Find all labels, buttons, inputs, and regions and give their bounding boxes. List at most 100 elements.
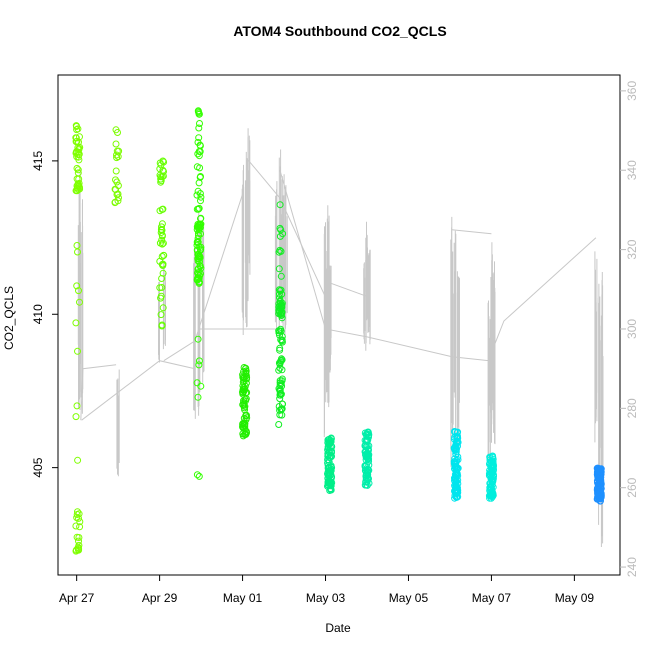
y2-tick-label: 320 [625, 239, 639, 259]
data-point [196, 222, 204, 230]
data-point [487, 471, 495, 479]
y-axis-label: CO2_QCLS [2, 286, 16, 350]
data-point [75, 544, 83, 552]
line-burst [492, 261, 496, 445]
y2-tick-label: 260 [625, 477, 639, 497]
data-point [276, 287, 284, 295]
data-point [195, 110, 203, 118]
line-burst [326, 205, 330, 408]
data-point [75, 287, 82, 295]
y2-tick-label: 340 [625, 160, 639, 180]
data-point [75, 534, 83, 541]
data-point [451, 459, 459, 467]
line-burst [490, 242, 493, 443]
data-point [196, 142, 204, 150]
data-point [158, 223, 165, 231]
y2-tick-label: 280 [625, 398, 639, 418]
line-burst [453, 230, 457, 459]
data-point [240, 374, 248, 382]
data-point [278, 290, 286, 298]
data-point [276, 344, 284, 352]
line-transit [490, 237, 597, 353]
data-point [277, 405, 285, 413]
data-point [193, 191, 201, 199]
data-point [328, 473, 335, 481]
data-point [75, 537, 82, 545]
axes-layer: Apr 27 Apr 29 May 01 May 03 May 05 May 07 May … [31, 74, 639, 605]
data-point [194, 238, 202, 246]
data-point [275, 265, 283, 273]
data-point [195, 124, 203, 132]
data-point [325, 466, 333, 474]
line-series-layer [77, 128, 604, 547]
data-point [595, 472, 603, 480]
data-point [73, 137, 81, 145]
data-point [194, 187, 202, 195]
data-point [197, 245, 205, 253]
data-point [595, 494, 603, 502]
data-point [76, 298, 83, 306]
data-point [159, 239, 167, 247]
plot-frame [57, 74, 621, 576]
data-point [76, 523, 84, 531]
y-tick-label: 410 [31, 304, 45, 324]
data-point [239, 386, 247, 394]
data-point [74, 248, 81, 256]
data-point [277, 286, 285, 294]
data-point [328, 452, 335, 460]
data-point [454, 488, 462, 496]
data-point [194, 150, 202, 158]
data-point [197, 197, 204, 205]
data-point [594, 486, 602, 494]
y2-tick-label: 360 [625, 81, 639, 101]
data-point [276, 386, 284, 394]
data-point [194, 229, 202, 237]
data-point [239, 388, 247, 396]
data-point [454, 428, 462, 436]
data-point [594, 481, 602, 488]
data-point [113, 178, 121, 186]
line-burst [244, 151, 248, 328]
data-point [72, 546, 80, 554]
data-point [195, 265, 203, 273]
data-point [197, 173, 204, 180]
data-point [197, 193, 205, 201]
data-point [276, 201, 284, 209]
data-point [76, 518, 84, 526]
data-point [277, 311, 285, 319]
data-point [326, 487, 334, 494]
data-point [113, 151, 120, 159]
x-tick-label: Apr 27 [59, 591, 95, 605]
data-point [196, 272, 204, 280]
line-burst [247, 128, 251, 302]
data-point [451, 435, 458, 443]
data-point [159, 269, 167, 277]
y-tick-label: 405 [31, 457, 45, 477]
data-point [74, 347, 81, 355]
data-point [364, 428, 372, 436]
data-point [364, 476, 372, 484]
data-point [275, 366, 283, 374]
line-burst [487, 300, 492, 479]
data-point [160, 168, 167, 175]
data-point [277, 357, 285, 365]
data-point [595, 493, 603, 501]
data-point [194, 138, 202, 146]
data-point [194, 393, 202, 401]
data-point [158, 322, 166, 330]
data-point [276, 294, 283, 302]
data-point [196, 164, 204, 172]
data-point [240, 401, 248, 409]
x-tick-label: May 03 [306, 591, 346, 605]
data-point [194, 335, 202, 343]
x-tick-label: May 09 [555, 591, 595, 605]
data-point [276, 381, 284, 389]
line-transit [246, 157, 326, 298]
data-point [114, 129, 121, 136]
data-point [193, 241, 201, 249]
data-point [195, 134, 203, 142]
data-point [486, 479, 494, 487]
data-point [196, 254, 204, 262]
data-point [156, 207, 164, 215]
